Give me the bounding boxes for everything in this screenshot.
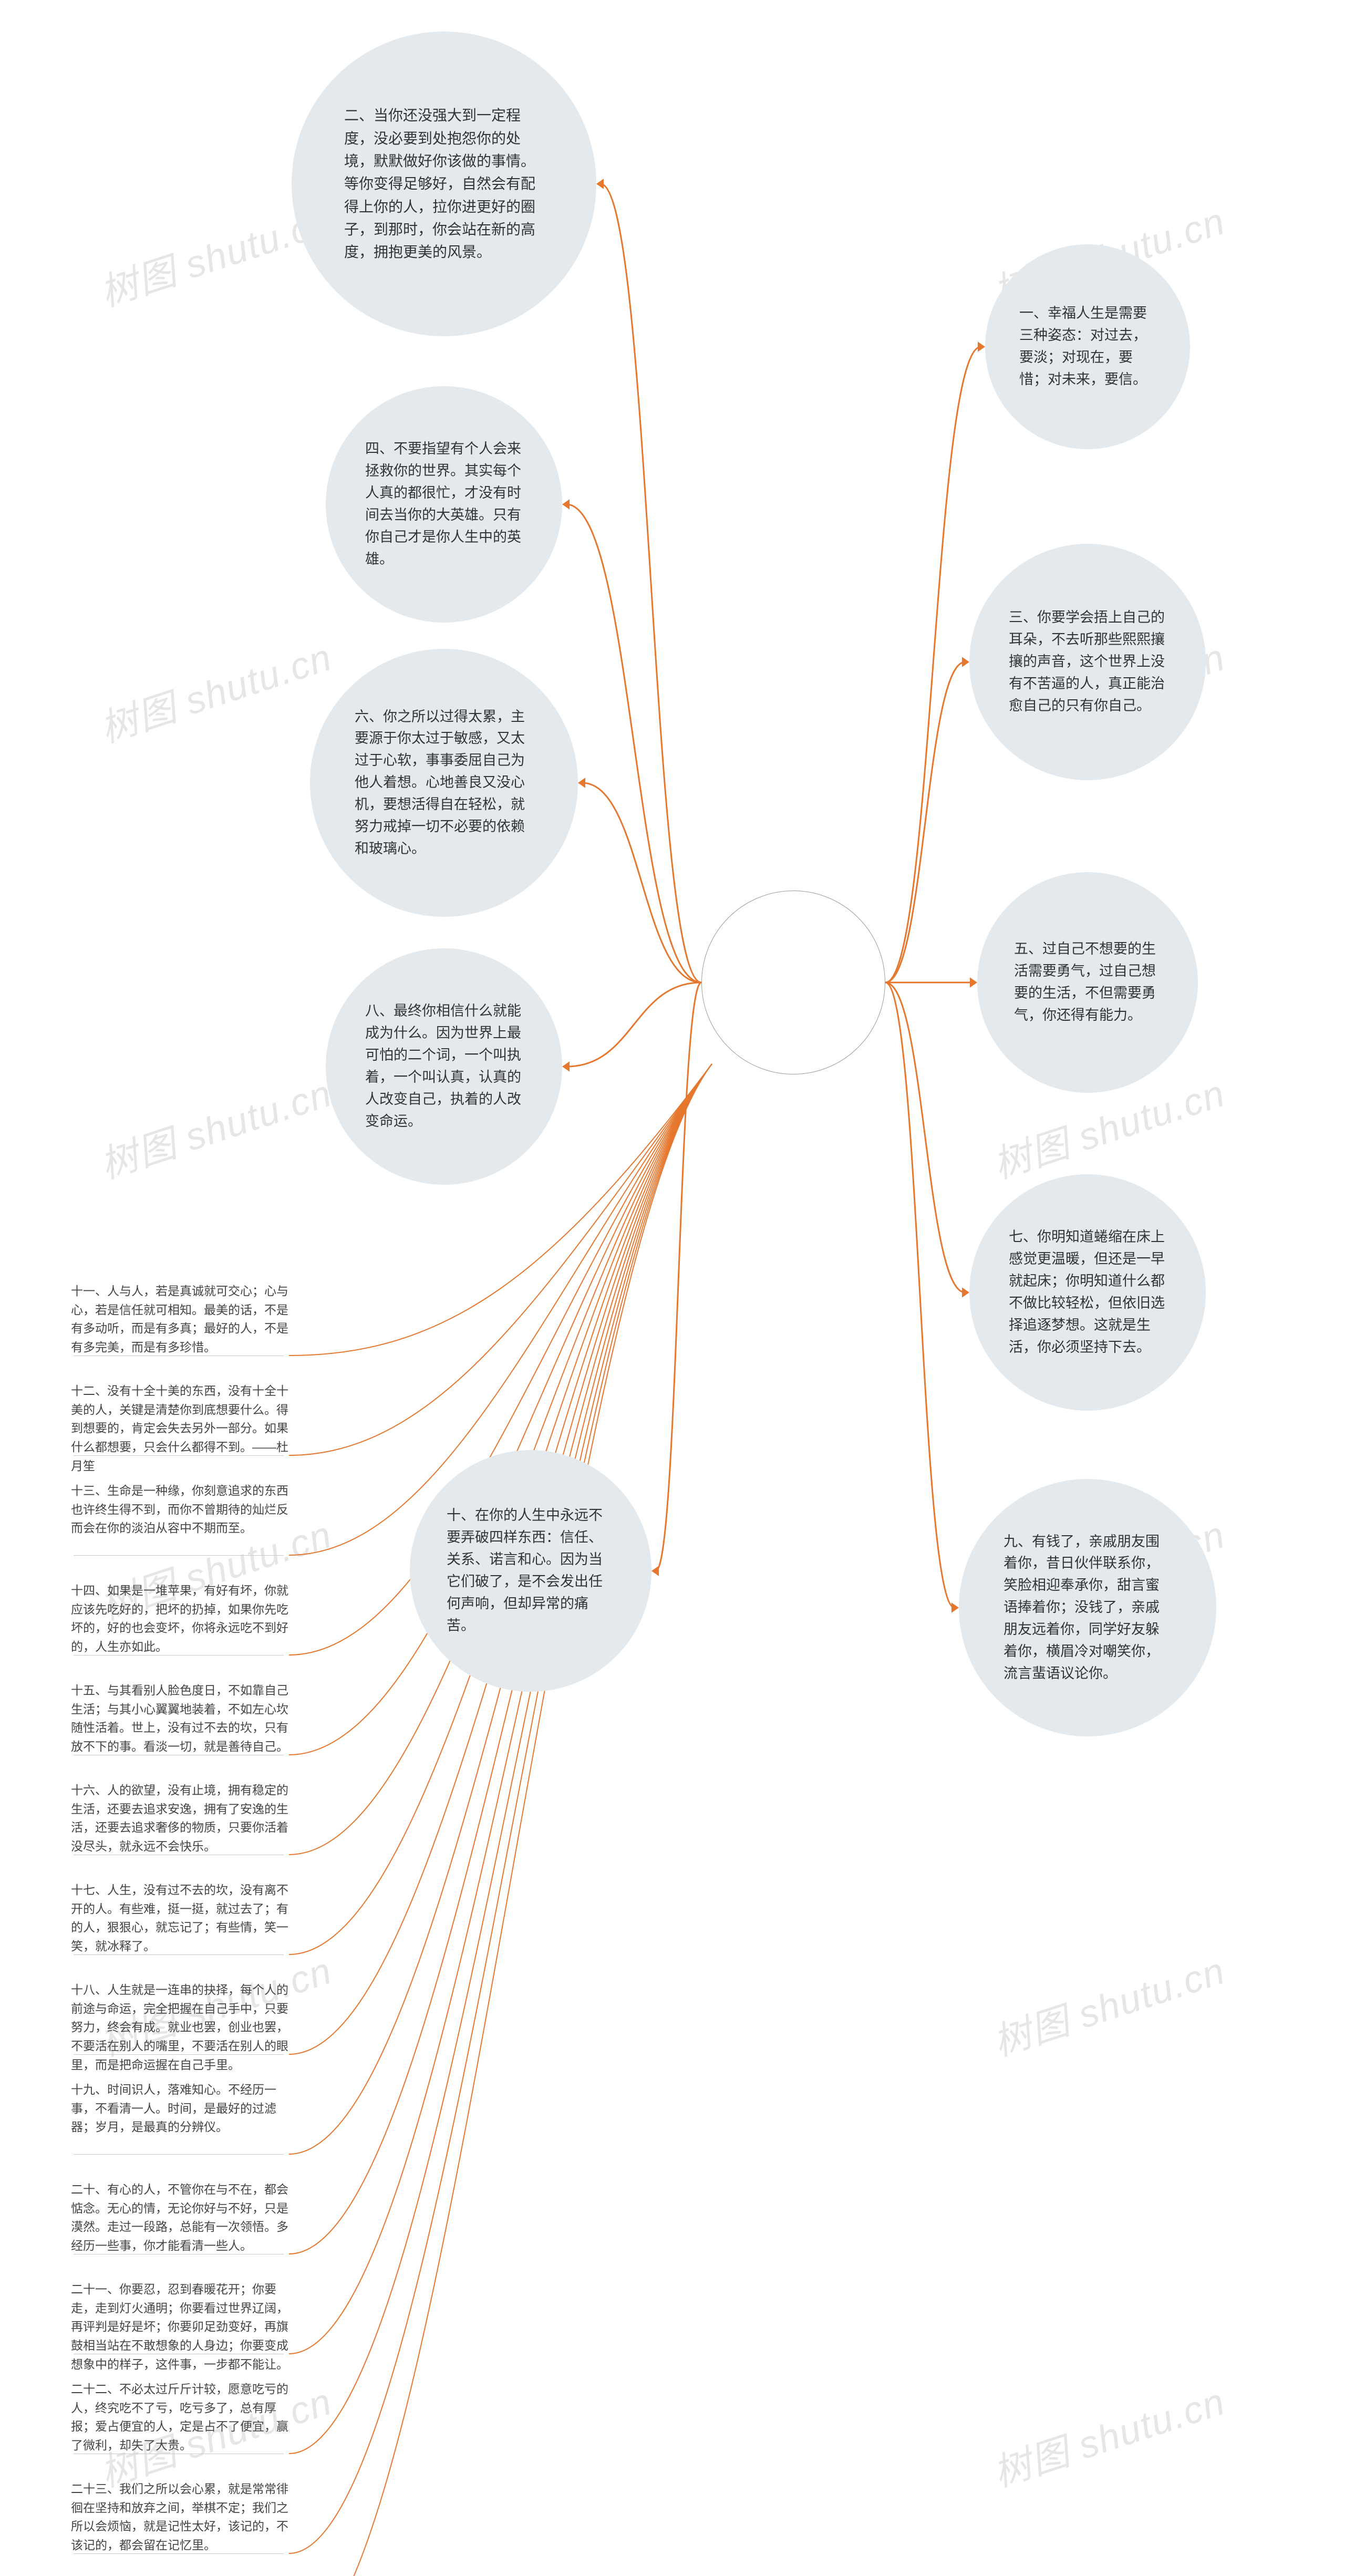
connector [601,184,701,982]
n14: 十四、如果是一堆苹果，有好有坏，你就应该先吃好的，把坏的扔掉，如果你先吃坏的，好… [71,1581,292,1657]
n5: 五、过自己不想要的生活需要勇气，过自己想要的生活，不但需要勇气，你还得有能力。 [977,872,1198,1093]
list-underline [74,1555,284,1556]
n18-text: 十八、人生就是一连串的抉择，每个人的前途与命运，完全把握在自己手中，只要努力，终… [71,1983,288,2072]
connector [582,783,701,982]
watermark: 树图 shutu.cn [985,2371,1231,2497]
connector-arrow [651,1566,659,1576]
n9: 九、有钱了，亲戚朋友围着你，昔日伙伴联系你，笑脸相迎奉承你，甜言蜜语捧着你；没钱… [959,1479,1216,1736]
connector-arrow [962,1287,969,1298]
n19: 十九、时间识人，落难知心。不经历一事，不看清一人。时间，是最好的过滤器；岁月，是… [71,2081,292,2137]
connector-arrow [578,778,585,788]
connector-arrow [962,657,969,667]
n8: 八、最终你相信什么就能成为什么。因为世界上最可怕的二个词，一个叫执着，一个叫认真… [326,948,562,1185]
n11: 十一、人与人，若是真诚就可交心；心与心，若是信任就可相知。最美的话，不是有多动听… [71,1282,292,1357]
connector-arrow [562,1061,570,1072]
connector [656,982,701,1571]
n6-text: 六、你之所以过得太累，主要源于你太过于敏感，又太过于心软，事事委屈自己为他人着想… [355,706,533,860]
n17-text: 十七、人生，没有过不去的坎，没有离不开的人。有些难，挺一挺，就过去了；有的人，狠… [71,1883,288,1953]
n13: 十三、生命是一种缘，你刻意追求的东西也许终生得不到，而你不曾期待的灿烂反而会在你… [71,1482,292,1538]
n14-text: 十四、如果是一堆苹果，有好有坏，你就应该先吃好的，把坏的扔掉，如果你先吃坏的，好… [71,1584,288,1653]
n2: 二、当你还没强大到一定程度，没必要到处抱怨你的处境，默默做好你该做的事情。等你变… [292,32,596,336]
n23: 二十三、我们之所以会心累，就是常常徘徊在坚持和放弃之间，举棋不定；我们之所以会烦… [71,2480,292,2555]
n21: 二十一、你要忍，忍到春暖花开；你要走，走到灯火通明；你要看过世界辽阔，再评判是好… [71,2280,292,2374]
connector-arrow [970,977,977,988]
n10: 十、在你的人生中永远不要弄破四样东西：信任、关系、诺言和心。因为当它们破了，是不… [410,1450,651,1692]
center-node [701,891,885,1074]
connector [566,982,701,1067]
n16-text: 十六、人的欲望，没有止境，拥有稳定的生活，还要去追求安逸，拥有了安逸的生活，还要… [71,1783,288,1853]
connector-arrow [562,499,570,510]
connector [566,504,701,982]
n20-text: 二十、有心的人，不管你在与不在，都会惦念。无心的情，无论你好与不好，只是漠然。走… [71,2182,288,2252]
connector [885,982,965,1292]
connector [289,1064,712,2354]
list-underline [74,2154,284,2155]
n21-text: 二十一、你要忍，忍到春暖花开；你要走，走到灯火通明；你要看过世界辽阔，再评判是好… [71,2282,288,2371]
n10-text: 十、在你的人生中永远不要弄破四样东西：信任、关系、诺言和心。因为当它们破了，是不… [447,1505,615,1637]
n9-text: 九、有钱了，亲戚朋友围着你，昔日伙伴联系你，笑脸相迎奉承你，甜言蜜语捧着你；没钱… [1003,1531,1172,1685]
n5-text: 五、过自己不想要的生活需要勇气，过自己想要的生活，不但需要勇气，你还得有能力。 [1014,938,1161,1026]
connector [885,982,955,1608]
n15: 十五、与其看别人脸色度日，不如靠自己生活；与其小心翼翼地装着，不如左心坎随性活着… [71,1681,292,1756]
n15-text: 十五、与其看别人脸色度日，不如靠自己生活；与其小心翼翼地装着，不如左心坎随性活着… [71,1683,288,1753]
n4-text: 四、不要指望有个人会来拯救你的世界。其实每个人真的都很忙，才没有时间去当你的大英… [365,438,523,570]
watermark: 树图 shutu.cn [985,1940,1231,2066]
n22-text: 二十二、不必太过斤斤计较，愿意吃亏的人，终究吃不了亏，吃亏多了，总有厚报；爱占便… [71,2382,288,2452]
connector-arrow [951,1602,959,1613]
n7: 七、你明知道蜷缩在床上感觉更温暖，但还是一早就起床；你明知道什么都不做比较轻松，… [969,1174,1206,1411]
n20: 二十、有心的人，不管你在与不在，都会惦念。无心的情，无论你好与不好，只是漠然。走… [71,2180,292,2256]
n4: 四、不要指望有个人会来拯救你的世界。其实每个人真的都很忙，才没有时间去当你的大英… [326,386,562,623]
n22: 二十二、不必太过斤斤计较，愿意吃亏的人，终究吃不了亏，吃亏多了，总有厚报；爱占便… [71,2380,292,2455]
n17: 十七、人生，没有过不去的坎，没有离不开的人。有些难，挺一挺，就过去了；有的人，狠… [71,1881,292,1956]
n1-text: 一、幸福人生是需要三种姿态：对过去，要淡；对现在，要惜；对未来，要信。 [1019,303,1156,390]
n3-text: 三、你要学会捂上自己的耳朵，不去听那些熙熙攘攘的声音，这个世界上没有不苦逼的人，… [1009,607,1166,717]
n7-text: 七、你明知道蜷缩在床上感觉更温暖，但还是一早就起床；你明知道什么都不做比较轻松，… [1009,1226,1166,1358]
connector [289,1064,712,2576]
connector [289,1064,712,2553]
n12: 十二、没有十全十美的东西，没有十全十美的人，关键是清楚你到底想要什么。得到想要的… [71,1382,292,1475]
n8-text: 八、最终你相信什么就能成为什么。因为世界上最可怕的二个词，一个叫执着，一个叫认真… [365,1000,523,1132]
n13-text: 十三、生命是一种缘，你刻意追求的东西也许终生得不到，而你不曾期待的灿烂反而会在你… [71,1484,288,1535]
n18: 十八、人生就是一连串的抉择，每个人的前途与命运，完全把握在自己手中，只要努力，终… [71,1981,292,2074]
connector-arrow [596,179,604,189]
connector [885,662,965,982]
n19-text: 十九、时间识人，落难知心。不经历一事，不看清一人。时间，是最好的过滤器；岁月，是… [71,2083,276,2134]
n12-text: 十二、没有十全十美的东西，没有十全十美的人，关键是清楚你到底想要什么。得到想要的… [71,1384,288,1473]
n11-text: 十一、人与人，若是真诚就可交心；心与心，若是信任就可相知。最美的话，不是有多动听… [71,1284,288,1354]
watermark: 树图 shutu.cn [92,1062,338,1189]
connector [289,1064,712,2454]
watermark: 树图 shutu.cn [92,626,338,753]
n2-text: 二、当你还没强大到一定程度，没必要到处抱怨你的处境，默默做好你该做的事情。等你变… [344,104,544,264]
n23-text: 二十三、我们之所以会心累，就是常常徘徊在坚持和放弃之间，举棋不定；我们之所以会烦… [71,2482,288,2552]
n6: 六、你之所以过得太累，主要源于你太过于敏感，又太过于心软，事事委屈自己为他人着想… [310,649,578,917]
n1: 一、幸福人生是需要三种姿态：对过去，要淡；对现在，要惜；对未来，要信。 [985,244,1190,449]
n16: 十六、人的欲望，没有止境，拥有稳定的生活，还要去追求安逸，拥有了安逸的生活，还要… [71,1781,292,1856]
connector-arrow [978,342,985,352]
connector [885,347,981,982]
n3: 三、你要学会捂上自己的耳朵，不去听那些熙熙攘攘的声音，这个世界上没有不苦逼的人，… [969,544,1206,780]
